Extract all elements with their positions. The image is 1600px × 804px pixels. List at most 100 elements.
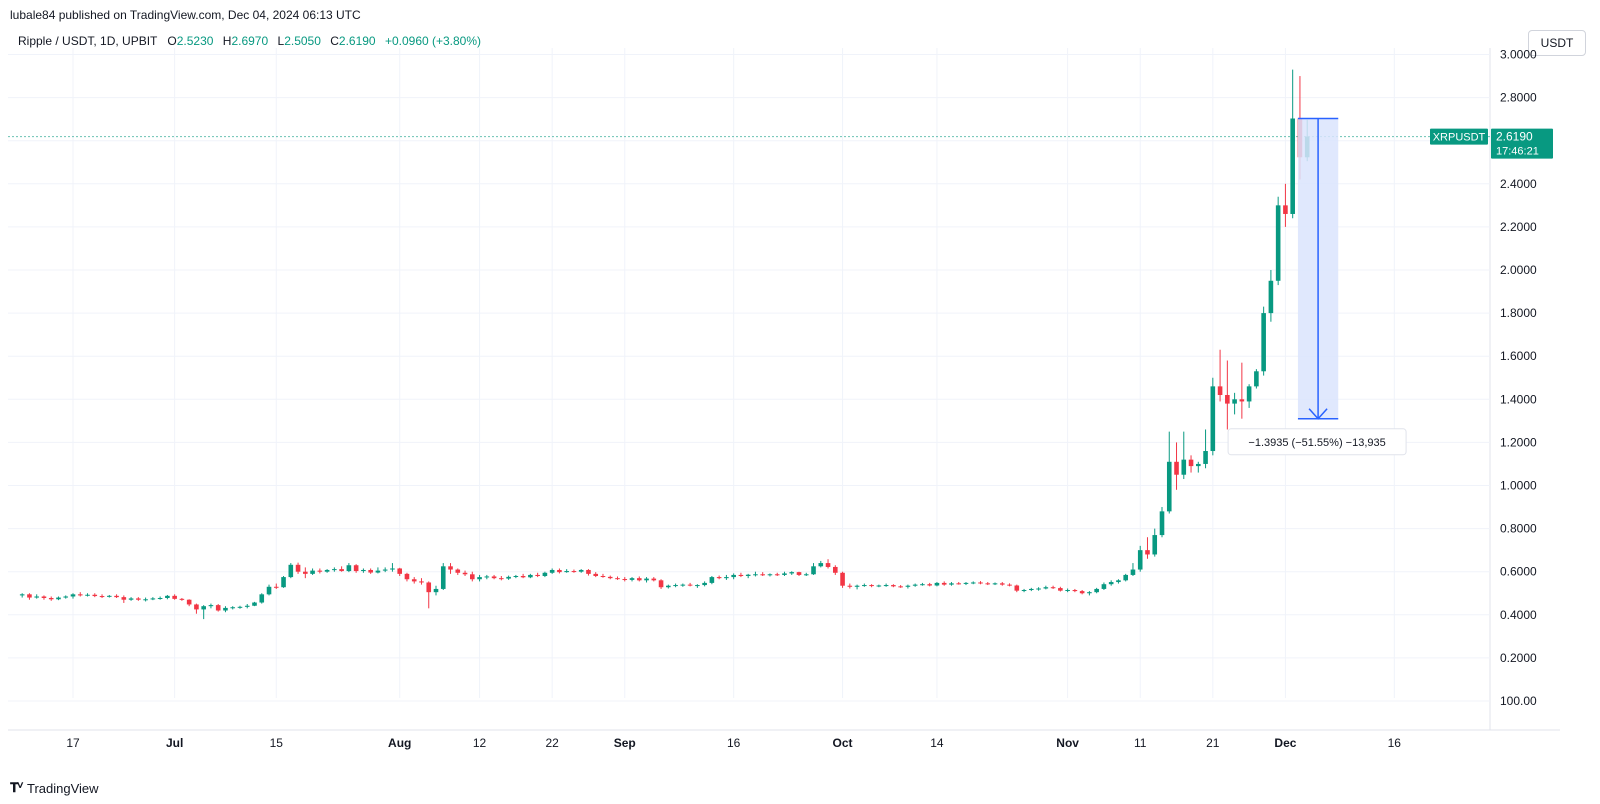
price-tags: XRPUSDT 2.6190 17:46:21 bbox=[1430, 128, 1553, 159]
candle bbox=[70, 593, 76, 599]
candle-body bbox=[1210, 386, 1216, 452]
candle bbox=[462, 570, 468, 577]
candle bbox=[41, 595, 47, 600]
low-label: L bbox=[277, 34, 285, 48]
candle bbox=[963, 582, 969, 586]
candle bbox=[1203, 429, 1208, 469]
candle bbox=[695, 584, 700, 588]
candle bbox=[607, 575, 613, 580]
candle bbox=[1087, 591, 1092, 596]
candle-body bbox=[121, 597, 127, 600]
candle-body bbox=[1065, 590, 1070, 592]
candle bbox=[920, 582, 925, 586]
candle bbox=[419, 578, 424, 585]
candle-body bbox=[920, 584, 925, 586]
candle bbox=[1246, 384, 1252, 408]
currency-button[interactable]: USDT bbox=[1528, 30, 1586, 56]
candle-body bbox=[215, 605, 221, 611]
candle bbox=[666, 584, 671, 589]
candle-body bbox=[295, 564, 301, 572]
candle-body bbox=[85, 594, 90, 596]
candle-body bbox=[1203, 451, 1208, 464]
candle bbox=[615, 576, 620, 580]
candle bbox=[186, 599, 192, 607]
candle-body bbox=[833, 566, 838, 573]
y-tick-label: 1.4000 bbox=[1500, 392, 1537, 406]
candle bbox=[230, 606, 236, 610]
candle-body bbox=[782, 573, 787, 575]
candle bbox=[513, 574, 519, 579]
candle bbox=[361, 568, 366, 573]
candle-body bbox=[368, 569, 373, 573]
candle bbox=[1072, 588, 1078, 593]
candle bbox=[716, 575, 722, 580]
candle bbox=[956, 582, 962, 585]
candle-body bbox=[912, 584, 918, 586]
candle bbox=[992, 582, 998, 586]
candle-body bbox=[869, 585, 874, 587]
y-tick-label: 1.8000 bbox=[1500, 306, 1537, 320]
candle-body bbox=[346, 565, 352, 572]
tradingview-logo[interactable]: 𝐓ⱽ TradingView bbox=[10, 780, 99, 796]
candle-body bbox=[999, 583, 1005, 585]
candle bbox=[789, 571, 795, 575]
candle bbox=[353, 564, 359, 573]
candle-body bbox=[252, 602, 257, 606]
candle bbox=[905, 584, 911, 589]
candle-body bbox=[266, 586, 272, 595]
x-tick-label: 16 bbox=[727, 736, 741, 750]
candle-body bbox=[1050, 587, 1056, 589]
candle bbox=[499, 576, 504, 581]
candle bbox=[1181, 431, 1187, 480]
candle-body bbox=[411, 579, 417, 582]
candle-body bbox=[1225, 394, 1230, 404]
candle-body bbox=[840, 572, 845, 586]
candle bbox=[470, 571, 475, 582]
candle-body bbox=[1021, 590, 1027, 592]
candle-body bbox=[818, 563, 824, 567]
candle bbox=[114, 594, 119, 598]
candle bbox=[825, 559, 831, 569]
candle-body bbox=[796, 572, 802, 575]
candle bbox=[774, 572, 780, 577]
x-tick-label: 12 bbox=[473, 736, 487, 750]
candle-body bbox=[1217, 386, 1223, 395]
candle-body bbox=[157, 597, 163, 599]
candle bbox=[970, 581, 976, 585]
candle-body bbox=[107, 595, 112, 597]
candle bbox=[586, 569, 591, 576]
candle-body bbox=[1036, 588, 1041, 590]
symbol-name[interactable]: Ripple / USDT, 1D, UPBIT bbox=[18, 34, 158, 48]
candle-body bbox=[767, 574, 773, 576]
candle bbox=[985, 582, 991, 586]
y-tick-label: 0.4000 bbox=[1500, 608, 1537, 622]
candle bbox=[1159, 507, 1165, 538]
candle bbox=[673, 583, 678, 588]
x-tick-label: 17 bbox=[66, 736, 80, 750]
candle bbox=[215, 604, 221, 612]
close-label: C bbox=[330, 34, 339, 48]
candle-body bbox=[1087, 592, 1092, 594]
candle-body bbox=[774, 574, 780, 576]
candle-body bbox=[1283, 205, 1288, 214]
candle-body bbox=[455, 569, 461, 573]
y-tick-label: 100.00 bbox=[1500, 694, 1537, 708]
candle bbox=[869, 584, 874, 588]
candle bbox=[150, 597, 156, 601]
candle-body bbox=[237, 606, 243, 608]
candle-body bbox=[426, 582, 432, 593]
candle-body bbox=[1166, 461, 1172, 512]
candle bbox=[506, 575, 511, 580]
candle bbox=[390, 563, 395, 572]
candle bbox=[1239, 362, 1245, 419]
candle bbox=[324, 569, 330, 573]
candle-body bbox=[716, 577, 722, 579]
candle bbox=[535, 572, 540, 578]
candle bbox=[223, 606, 228, 613]
candle-body bbox=[898, 586, 903, 588]
candle bbox=[1152, 528, 1158, 557]
candle-body bbox=[978, 582, 983, 584]
candle-body bbox=[143, 599, 148, 601]
candle bbox=[629, 577, 635, 582]
